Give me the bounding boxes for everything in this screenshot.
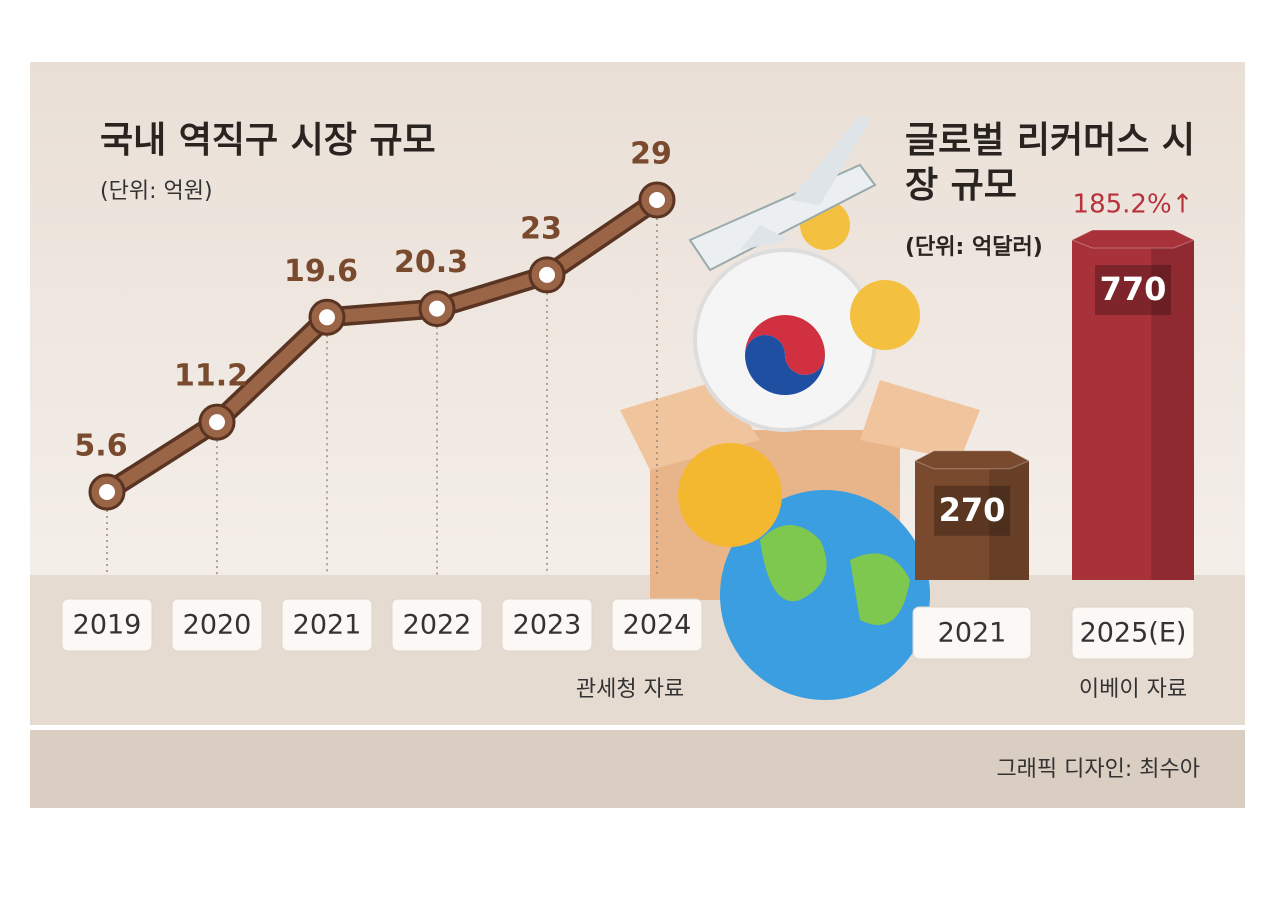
category-box	[912, 606, 1032, 660]
category-box	[281, 598, 373, 652]
category-box	[611, 598, 703, 652]
x-tick-label: 2020	[183, 610, 252, 641]
illustration	[620, 115, 980, 700]
credit-strip	[30, 730, 1245, 808]
x-tick-label: 2024	[623, 610, 692, 641]
subtitle: (단위: 억원)	[100, 179, 213, 204]
bar-top	[913, 450, 1031, 470]
value-label: 270	[939, 491, 1006, 529]
point-center	[99, 484, 115, 500]
bar-shade	[1151, 240, 1194, 580]
value-label: 23	[520, 211, 562, 246]
chart-title: 글로벌 리커머스 시장 규모	[905, 120, 1196, 206]
chart-title: 국내 역직구 시장 규모	[100, 120, 436, 161]
x-tick-label: 2021	[938, 618, 1007, 649]
category-box	[61, 598, 153, 652]
value-label: 11.2	[174, 359, 248, 394]
x-tick-label: 2019	[73, 610, 142, 641]
point-center	[209, 414, 225, 431]
x-tick-label: 2023	[513, 610, 582, 641]
value-label: 5.6	[74, 429, 127, 464]
value-box	[1095, 265, 1171, 315]
point-center	[429, 300, 445, 317]
category-box	[171, 598, 263, 652]
credit: 그래픽 디자인: 최수아	[996, 757, 1200, 782]
category-box	[391, 598, 483, 652]
point-center	[539, 266, 555, 283]
category-box	[501, 598, 593, 652]
category-box	[1071, 606, 1195, 660]
annotation: 185.2%↑	[1073, 190, 1194, 220]
x-tick-label: 2021	[293, 610, 362, 641]
point-center	[649, 192, 665, 208]
value-label: 770	[1100, 270, 1167, 308]
source: 관세청 자료	[576, 677, 684, 702]
bar	[1072, 240, 1194, 580]
value-label: 19.6	[284, 254, 358, 289]
bar-top	[1070, 229, 1196, 249]
bar	[915, 460, 1029, 580]
line	[103, 194, 661, 498]
x-tick-label: 2022	[403, 610, 472, 641]
value-label: 20.3	[394, 245, 468, 280]
bar-shade	[989, 460, 1029, 580]
value-label: 29	[630, 137, 672, 172]
x-tick-label: 2025(E)	[1080, 618, 1187, 649]
subtitle: (단위: 억달러)	[905, 235, 1043, 260]
source: 이베이 자료	[1079, 677, 1187, 702]
value-box	[934, 485, 1010, 536]
point-center	[319, 309, 335, 326]
